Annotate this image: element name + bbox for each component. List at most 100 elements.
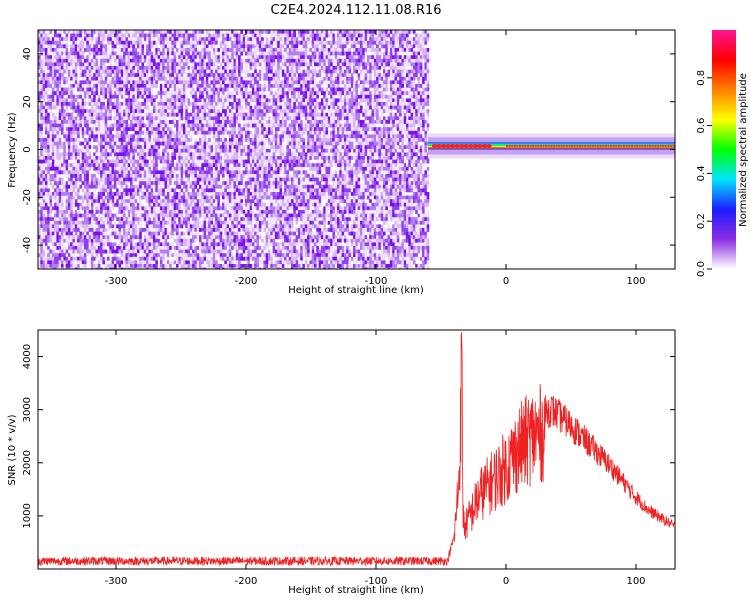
heatmap-cell — [95, 120, 99, 124]
heatmap-cell — [196, 206, 200, 211]
heatmap-cell — [199, 267, 202, 269]
heatmap-cell — [120, 76, 124, 81]
heatmap-cell — [150, 66, 154, 70]
heatmap-cell — [201, 206, 204, 211]
heatmap-cell — [67, 152, 71, 157]
heatmap-cell — [226, 264, 230, 268]
heatmap-cell — [210, 37, 214, 42]
heatmap-cell — [199, 256, 202, 261]
heatmap-cell — [67, 184, 71, 189]
heatmap-cell — [162, 48, 165, 52]
heatmap-cell — [212, 224, 216, 229]
heatmap-cell — [51, 73, 55, 78]
heatmap-cell — [228, 246, 232, 250]
heatmap-cell — [178, 109, 181, 114]
heatmap-cell — [47, 105, 50, 110]
heatmap-cell — [81, 145, 85, 150]
heatmap-cell — [235, 102, 239, 106]
heatmap-cell — [125, 105, 128, 110]
heatmap-cell — [141, 188, 145, 193]
heatmap-cell — [74, 267, 78, 269]
heatmap-cell — [173, 76, 177, 81]
heatmap-cell — [118, 148, 122, 153]
heatmap-cell — [58, 188, 62, 193]
heatmap-cell — [143, 166, 147, 171]
heatmap-cell — [217, 184, 220, 189]
heatmap-cell — [127, 51, 131, 56]
heatmap-cell — [116, 76, 119, 81]
heatmap-cell — [38, 267, 41, 269]
heatmap-cell — [238, 253, 241, 258]
heatmap-cell — [178, 105, 181, 110]
heatmap-cell — [40, 246, 43, 250]
heatmap-cell — [84, 80, 87, 85]
heatmap-cell — [173, 224, 177, 229]
heatmap-cell — [148, 148, 151, 153]
heatmap-cell — [79, 163, 82, 168]
heatmap-cell — [84, 145, 87, 150]
heatmap-cell — [164, 80, 168, 85]
heatmap-cell — [116, 156, 119, 160]
heatmap-cell — [111, 69, 115, 74]
heatmap-cell — [72, 33, 76, 38]
heatmap-cell — [187, 170, 191, 175]
heatmap-cell — [192, 238, 195, 243]
heatmap-cell — [176, 166, 179, 171]
heatmap-cell — [159, 87, 163, 92]
heatmap-cell — [51, 235, 55, 240]
heatmap-cell — [72, 105, 76, 110]
heatmap-cell — [155, 224, 158, 229]
heatmap-cell — [67, 217, 71, 222]
heatmap-cell — [95, 253, 99, 258]
heatmap-cell — [130, 91, 133, 96]
heatmap-cell — [150, 130, 154, 135]
heatmap-cell — [153, 231, 156, 236]
heatmap-cell — [180, 30, 184, 34]
heatmap-cell — [173, 94, 177, 99]
heatmap-cell — [180, 148, 184, 153]
heatmap-cell — [86, 44, 89, 49]
heatmap-cell — [42, 199, 46, 204]
heatmap-cell — [58, 159, 62, 164]
heatmap-cell — [134, 224, 138, 229]
heatmap-cell — [65, 66, 69, 70]
heatmap-cell — [132, 84, 135, 88]
heatmap-cell — [208, 199, 211, 204]
heatmap-cell — [162, 192, 165, 196]
heatmap-cell — [242, 148, 246, 153]
heatmap-cell — [166, 58, 170, 63]
heatmap-cell — [109, 163, 112, 168]
heatmap-cell — [134, 40, 138, 45]
heatmap-cell — [153, 192, 156, 196]
heatmap-cell — [67, 58, 71, 63]
heatmap-cell — [173, 253, 177, 258]
heatmap-cell — [199, 249, 202, 254]
heatmap-cell — [100, 102, 103, 106]
heatmap-cell — [81, 120, 85, 124]
heatmap-cell — [162, 256, 165, 261]
heatmap-cell — [113, 181, 117, 186]
heatmap-cell — [95, 220, 99, 225]
heatmap-cell — [150, 163, 154, 168]
heatmap-cell — [79, 253, 82, 258]
heatmap-cell — [136, 228, 140, 232]
heatmap-cell — [201, 62, 204, 67]
heatmap-cell — [141, 195, 145, 200]
heatmap-cell — [238, 102, 241, 106]
heatmap-cell — [247, 40, 250, 45]
heatmap-cell — [86, 84, 89, 88]
heatmap-cell — [155, 188, 158, 193]
heatmap-cell — [199, 148, 202, 153]
heatmap-cell — [238, 256, 241, 261]
heatmap-cell — [107, 105, 110, 110]
heatmap-cell — [203, 210, 207, 214]
heatmap-cell — [212, 199, 216, 204]
heatmap-cell — [79, 242, 82, 247]
heatmap-cell — [240, 159, 243, 164]
heatmap-cell — [224, 127, 227, 132]
heatmap-cell — [51, 220, 55, 225]
heatmap-cell — [238, 116, 241, 121]
heatmap-cell — [141, 181, 145, 186]
heatmap-cell — [84, 120, 87, 124]
heatmap-cell — [212, 66, 216, 70]
